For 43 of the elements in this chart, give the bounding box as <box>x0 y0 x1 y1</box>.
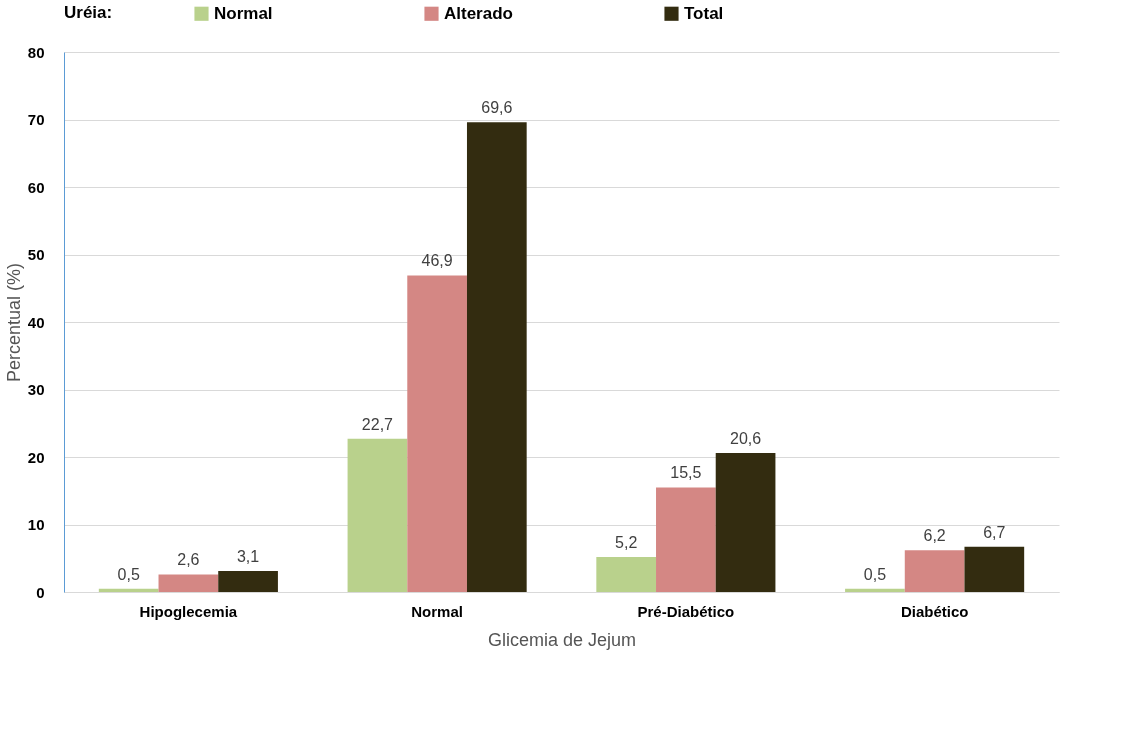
data-label: 15,5 <box>670 464 702 482</box>
legend-title: Uréia: <box>64 3 113 22</box>
data-label: 3,1 <box>236 548 260 566</box>
legend-label: Alterado <box>444 3 513 23</box>
legend-label: Normal <box>214 3 273 23</box>
y-tick-label: 30 <box>27 381 45 398</box>
data-label: 0,5 <box>117 565 140 583</box>
bar <box>656 487 716 592</box>
y-tick-label: 10 <box>27 516 45 533</box>
y-tick-label: 0 <box>36 583 45 601</box>
data-label: 69,6 <box>481 99 513 117</box>
data-label: 0,5 <box>863 565 887 583</box>
data-label: 6,7 <box>983 523 1006 541</box>
bar <box>98 588 159 592</box>
x-axis-title: Glicemia de Jejum <box>487 629 637 650</box>
x-tick-label: Pré-Diabético <box>637 602 735 620</box>
y-tick-label: 50 <box>27 246 45 263</box>
x-tick-label: Diabético <box>900 602 969 620</box>
bar <box>218 571 278 592</box>
data-label: 20,6 <box>730 429 762 447</box>
y-tick-label: 70 <box>27 111 45 128</box>
y-tick-label: 60 <box>27 178 45 196</box>
y-axis-title: Percentual (%) <box>3 262 24 383</box>
bar <box>158 574 219 592</box>
bar <box>596 556 657 592</box>
y-tick-label: 40 <box>27 313 45 331</box>
bar <box>904 550 965 592</box>
bar <box>845 588 905 592</box>
data-label: 6,2 <box>923 527 946 545</box>
legend-label: Total <box>684 3 724 23</box>
x-tick-label: Normal <box>411 602 463 620</box>
bar <box>407 275 467 592</box>
data-label: 5,2 <box>615 533 638 551</box>
y-tick-label: 20 <box>27 448 45 466</box>
data-label: 2,6 <box>177 551 200 569</box>
data-label: 22,7 <box>361 415 394 433</box>
y-tick-label: 80 <box>27 43 45 61</box>
x-tick-label: Hipoglecemia <box>139 602 238 620</box>
bar <box>964 546 1025 592</box>
bar <box>466 122 527 592</box>
data-label: 46,9 <box>421 252 453 270</box>
bar <box>347 438 408 592</box>
bar <box>715 452 776 592</box>
